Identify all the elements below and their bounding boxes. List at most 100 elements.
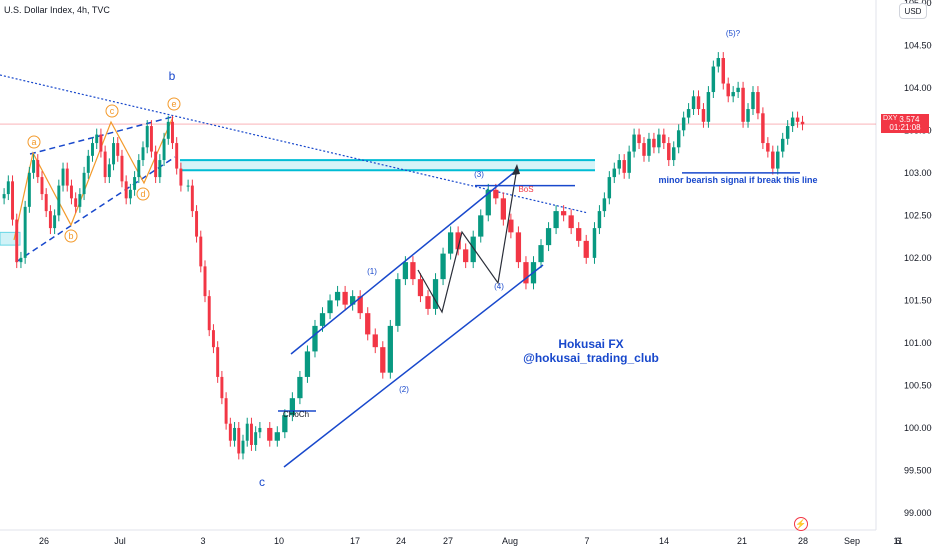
candle-body (103, 151, 107, 178)
candle-body (612, 168, 617, 178)
candle-body (224, 398, 228, 424)
candle-body (395, 279, 401, 326)
candle-body (761, 113, 765, 144)
candle-body (622, 160, 626, 173)
marker-a: a (31, 137, 36, 147)
candle-body (141, 147, 145, 161)
marker-b: b (68, 231, 73, 241)
symbol-title: U.S. Dollar Index, 4h, TVC (4, 5, 110, 15)
x-tick-label: 11 (893, 536, 902, 546)
candle-body (576, 228, 582, 241)
candle-body (470, 236, 476, 263)
candle-body (706, 92, 711, 122)
candle-body (179, 168, 183, 186)
candle-body (785, 126, 790, 139)
candle-body (771, 151, 775, 169)
x-tick-label: 14 (659, 536, 669, 546)
x-tick-label: 3 (200, 536, 205, 546)
candle-body (11, 181, 14, 220)
y-tick-label: 104.500 (904, 40, 932, 50)
candle-body (795, 117, 800, 122)
candle-body (267, 427, 273, 441)
candle-body (211, 330, 215, 348)
x-tick-label: Aug (502, 536, 518, 546)
x-tick-label: Sep (844, 536, 860, 546)
candle-body (508, 219, 514, 233)
candle-body (171, 121, 174, 144)
candle-body (746, 109, 750, 122)
candle-body (86, 155, 90, 173)
x-tick-label: 7 (584, 536, 589, 546)
candle-body (74, 198, 78, 207)
candle-body (162, 138, 166, 161)
candle-body (249, 423, 253, 445)
candle-body (258, 427, 262, 433)
candle-body (602, 198, 607, 212)
x-tick-label: 27 (443, 536, 453, 546)
candle-body (741, 87, 745, 122)
candle-body (116, 143, 120, 156)
candle-body (350, 296, 356, 305)
candle-body (652, 138, 656, 148)
wave-2-label: (2) (399, 385, 409, 394)
candle-body (667, 143, 671, 161)
candle-body (289, 398, 296, 416)
candle-body (133, 177, 137, 190)
candle-body (175, 143, 179, 169)
candle-body (107, 164, 111, 178)
x-tick-label: 10 (274, 536, 284, 546)
candle-body (228, 423, 232, 441)
projection-path (417, 167, 518, 314)
wave-c-label: c (259, 475, 265, 489)
candle-body (203, 266, 207, 297)
candle-body (607, 177, 612, 199)
wave-5-label: (5)? (726, 29, 741, 38)
candle-body (696, 96, 701, 110)
candle-body (790, 117, 795, 127)
candle-body (523, 262, 529, 284)
candle-body (538, 245, 544, 263)
candle-body (632, 134, 636, 152)
candle-body (40, 177, 44, 195)
projection-arrowhead (512, 164, 520, 175)
candle-body (137, 160, 141, 178)
candle-body (48, 211, 52, 229)
candle-body (36, 160, 40, 178)
candle-body (478, 215, 484, 237)
candle-body (319, 313, 326, 326)
y-tick-label: 100.000 (904, 423, 932, 433)
y-tick-label: 102.500 (904, 210, 932, 220)
lightning-icon[interactable]: ⚡ (794, 517, 808, 531)
candle-body (69, 185, 73, 199)
candle-body (99, 134, 103, 152)
candle-body (553, 211, 559, 229)
candle-body (19, 257, 23, 263)
candle-body (766, 143, 770, 152)
candle-body (128, 189, 132, 199)
candle-body (112, 143, 116, 165)
candle-body (485, 189, 491, 216)
watermark-handle: @hokusai_trading_club (523, 351, 659, 365)
candle-body (592, 228, 597, 258)
candle-body (617, 160, 621, 169)
candle-body (195, 211, 199, 237)
candle-body (455, 232, 461, 250)
candle-body (82, 172, 86, 195)
x-tick-label: 28 (798, 536, 808, 546)
x-tick-label: 24 (396, 536, 406, 546)
y-axis: 105.000104.500104.000103.500103.000102.5… (904, 0, 932, 518)
candle-body (342, 291, 348, 305)
candle-body (731, 92, 735, 97)
y-tick-label: 99.500 (904, 465, 932, 475)
candle-body (233, 427, 237, 441)
candle-body (545, 228, 552, 246)
currency-button[interactable]: USD (899, 3, 927, 19)
candle-body (711, 66, 716, 93)
candle-body (145, 126, 149, 148)
y-tick-label: 101.500 (904, 295, 932, 305)
candle-body (120, 155, 124, 182)
candle-body (186, 185, 190, 187)
candle-body (27, 172, 31, 207)
candle-body (500, 198, 506, 220)
